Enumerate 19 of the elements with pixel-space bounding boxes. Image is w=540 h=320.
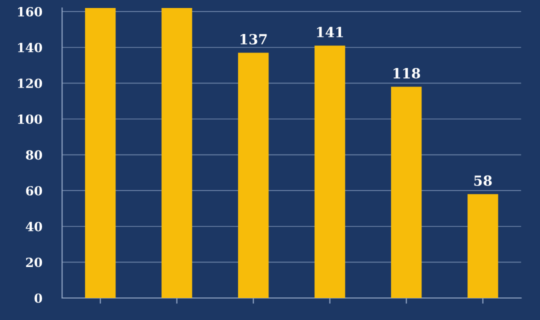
y-tick-label: 0 <box>34 293 42 303</box>
data-label: 141 <box>317 26 343 38</box>
y-tick-label: 100 <box>18 114 42 124</box>
data-label: 58 <box>474 175 492 186</box>
y-tick-label: 60 <box>26 186 42 196</box>
y-tick-label: 80 <box>26 150 42 160</box>
y-tick-label: 140 <box>18 42 42 52</box>
y-tick-label: 160 <box>18 7 42 17</box>
bar <box>85 8 116 298</box>
data-label: 137 <box>240 34 267 45</box>
bar <box>314 46 346 298</box>
data-label: 118 <box>394 68 420 79</box>
bar <box>468 194 498 298</box>
bar <box>391 86 422 298</box>
y-tick-label: 40 <box>26 222 42 232</box>
bar <box>238 52 269 298</box>
bar <box>162 8 192 298</box>
y-tick-label: 120 <box>18 78 42 88</box>
y-tick-label: 20 <box>26 258 42 268</box>
